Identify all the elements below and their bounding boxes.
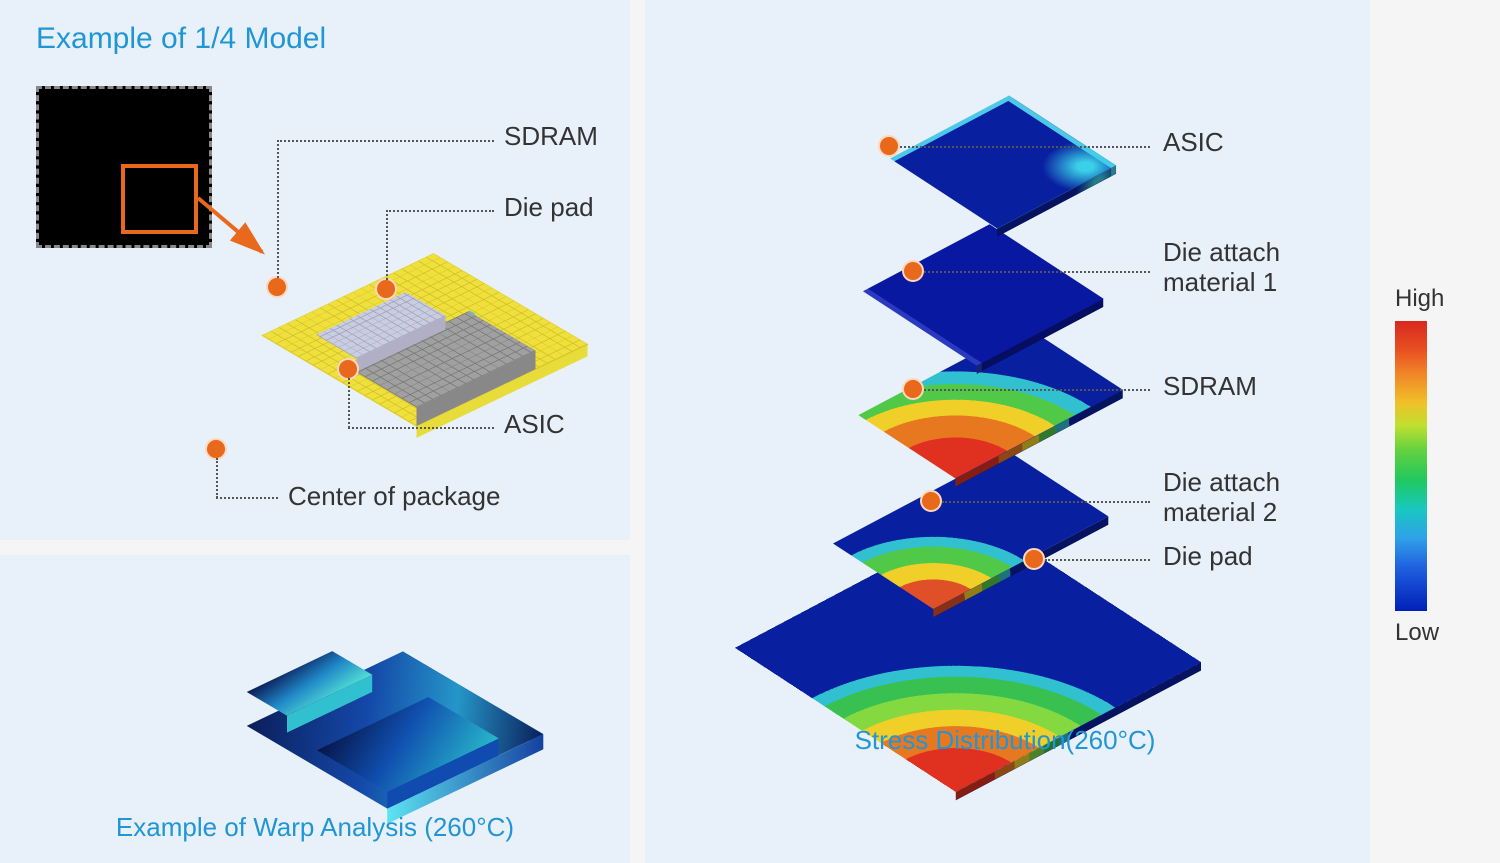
- panel-stress-distribution: ASIC Die attach material 1 SDRAM Die att…: [645, 0, 1370, 863]
- label-asic: ASIC: [504, 410, 565, 440]
- stress-caption: Stress Distribution(260°C): [765, 725, 1245, 756]
- label-center: Center of package: [288, 482, 500, 512]
- stress-label-asic: ASIC: [1163, 128, 1224, 158]
- callout-dot-sdram: [266, 276, 288, 298]
- callout-dot-asic: [337, 358, 359, 380]
- warp-model-3d: [120, 585, 500, 785]
- label-diepad: Die pad: [504, 193, 594, 223]
- stress-label-dam2: Die attach material 2: [1163, 468, 1280, 528]
- layer-die-attach-1: [863, 224, 1103, 365]
- diagram-container: Example of 1/4 Model: [0, 0, 1500, 863]
- callout-dot-diepad: [375, 278, 397, 300]
- stress-dot-asic: [878, 135, 900, 157]
- stress-label-sdram: SDRAM: [1163, 372, 1257, 402]
- label-sdram: SDRAM: [504, 122, 598, 152]
- colorbar-gradient: [1395, 321, 1427, 611]
- colorbar-low-label: Low: [1395, 619, 1490, 647]
- stress-exploded-view: [673, 60, 1213, 700]
- stress-dot-dam2: [920, 490, 942, 512]
- colorbar: High Low: [1395, 285, 1490, 647]
- warp-top-layer: [247, 651, 373, 715]
- quarter-model-3d: [110, 205, 530, 485]
- panel-quarter-model: Example of 1/4 Model: [0, 0, 630, 540]
- panel-warp-analysis: Example of Warp Analysis (260°C): [0, 555, 630, 863]
- stress-dot-sdram: [902, 378, 924, 400]
- colorbar-high-label: High: [1395, 285, 1490, 313]
- warp-caption: Example of Warp Analysis (260°C): [0, 812, 630, 843]
- layer-asic: [890, 96, 1116, 229]
- stress-dot-dam1: [902, 260, 924, 282]
- warp-base-layer: [247, 651, 544, 808]
- quarter-model-title: Example of 1/4 Model: [36, 22, 326, 56]
- stress-label-dam1: Die attach material 1: [1163, 238, 1280, 298]
- stress-dot-diepad: [1023, 548, 1045, 570]
- die-pad-mesh: [263, 254, 588, 426]
- callout-dot-center: [205, 438, 227, 460]
- stress-label-diepad: Die pad: [1163, 542, 1253, 572]
